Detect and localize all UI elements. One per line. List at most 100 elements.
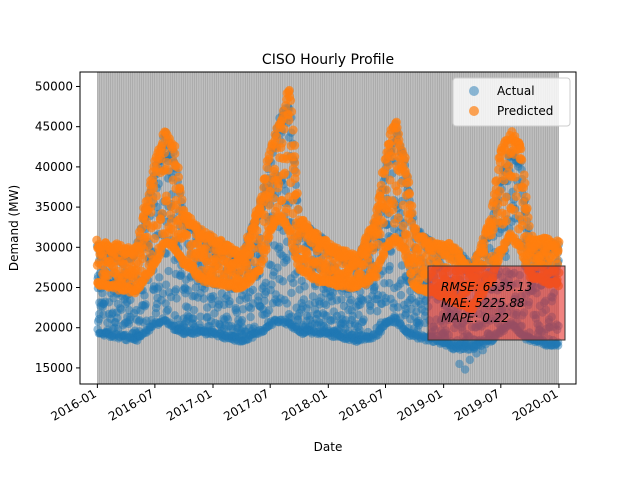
predicted-point: [523, 213, 533, 223]
predicted-point: [411, 267, 421, 277]
predicted-point: [175, 187, 185, 197]
predicted-point: [293, 204, 303, 214]
predicted-point: [269, 193, 279, 203]
predicted-point: [248, 244, 258, 254]
actual-point: [188, 314, 198, 323]
actual-point: [248, 285, 258, 295]
predicted-point: [272, 132, 282, 142]
predicted-point: [259, 254, 269, 264]
metric-mape: MAPE: 0.22: [441, 311, 509, 325]
legend-frame: [452, 77, 571, 127]
predicted-point: [554, 237, 564, 247]
legend-label-predicted: Predicted: [497, 104, 553, 118]
predicted-point: [393, 213, 403, 223]
actual-point: [299, 295, 309, 304]
predicted-point: [264, 200, 274, 210]
y-tick-label: 35000: [35, 200, 73, 214]
actual-outlier-point: [465, 355, 475, 365]
actual-outlier-point: [460, 365, 470, 374]
actual-point: [183, 286, 193, 295]
predicted-point: [264, 232, 274, 242]
actual-point: [553, 341, 563, 350]
predicted-point: [276, 196, 286, 206]
predicted-point: [520, 178, 530, 188]
actual-point: [196, 312, 205, 321]
actual-outlier-point: [472, 349, 481, 358]
actual-point: [189, 305, 199, 315]
predicted-point: [290, 158, 300, 168]
predicted-point: [287, 107, 297, 117]
predicted-point: [392, 186, 402, 196]
y-axis-ticks: 15000 20000 25000 30000 35000 40000 45000 50000: [35, 79, 80, 375]
actual-point: [195, 320, 204, 329]
predicted-point: [510, 172, 520, 182]
predicted-point: [279, 124, 289, 134]
predicted-point: [404, 177, 414, 187]
actual-point: [269, 271, 278, 280]
predicted-point: [405, 189, 415, 199]
predicted-point: [242, 262, 252, 272]
actual-point: [199, 294, 208, 303]
predicted-point: [501, 192, 511, 202]
actual-point: [191, 283, 200, 292]
predicted-point: [182, 230, 192, 240]
actual-outlier-point: [455, 359, 464, 369]
y-axis-title: Demand (MW): [7, 185, 21, 271]
metric-rmse: RMSE: 6535.13: [441, 280, 532, 294]
predicted-point: [291, 167, 301, 177]
actual-point: [155, 273, 164, 282]
predicted-point: [511, 191, 521, 201]
predicted-point: [259, 210, 269, 220]
actual-point: [282, 299, 292, 308]
predicted-point: [290, 152, 300, 162]
predicted-point: [385, 175, 395, 185]
predicted-point: [388, 205, 398, 215]
actual-point: [115, 304, 125, 313]
y-tick-label: 15000: [35, 361, 73, 375]
predicted-point: [149, 183, 159, 193]
predicted-point: [379, 218, 389, 228]
actual-point: [161, 280, 171, 289]
predicted-point: [288, 125, 298, 135]
predicted-point: [553, 247, 563, 257]
y-tick-label: 30000: [35, 240, 73, 254]
actual-point: [267, 280, 276, 289]
predicted-point: [398, 221, 408, 231]
actual-point: [282, 256, 291, 265]
predicted-point: [282, 204, 292, 214]
actual-point: [237, 315, 247, 325]
actual-point: [300, 282, 309, 291]
predicted-point: [270, 164, 280, 174]
actual-point: [273, 263, 282, 272]
predicted-point: [398, 200, 408, 210]
predicted-point: [265, 186, 275, 196]
legend-label-actual: Actual: [497, 84, 535, 98]
actual-point: [246, 312, 255, 322]
actual-point: [164, 266, 173, 276]
predicted-point: [163, 165, 173, 175]
predicted-point: [162, 157, 172, 167]
y-tick-label: 20000: [35, 321, 73, 335]
predicted-point: [504, 161, 514, 171]
predicted-point: [150, 233, 160, 243]
predicted-point: [290, 140, 300, 150]
predicted-point: [375, 229, 385, 239]
predicted-point: [492, 176, 502, 186]
actual-point: [278, 277, 288, 286]
actual-point: [289, 278, 298, 288]
y-tick-label: 25000: [35, 281, 73, 295]
actual-point: [293, 315, 303, 324]
predicted-point: [488, 225, 498, 235]
predicted-point: [480, 251, 490, 261]
predicted-point: [517, 155, 527, 165]
predicted-point: [407, 208, 417, 218]
actual-point: [172, 294, 181, 303]
legend-marker-predicted: [469, 106, 479, 116]
predicted-point: [521, 192, 531, 202]
chart-title: CISO Hourly Profile: [262, 52, 394, 68]
predicted-point: [516, 144, 526, 154]
actual-point: [359, 315, 368, 324]
legend-marker-actual: [469, 86, 479, 96]
